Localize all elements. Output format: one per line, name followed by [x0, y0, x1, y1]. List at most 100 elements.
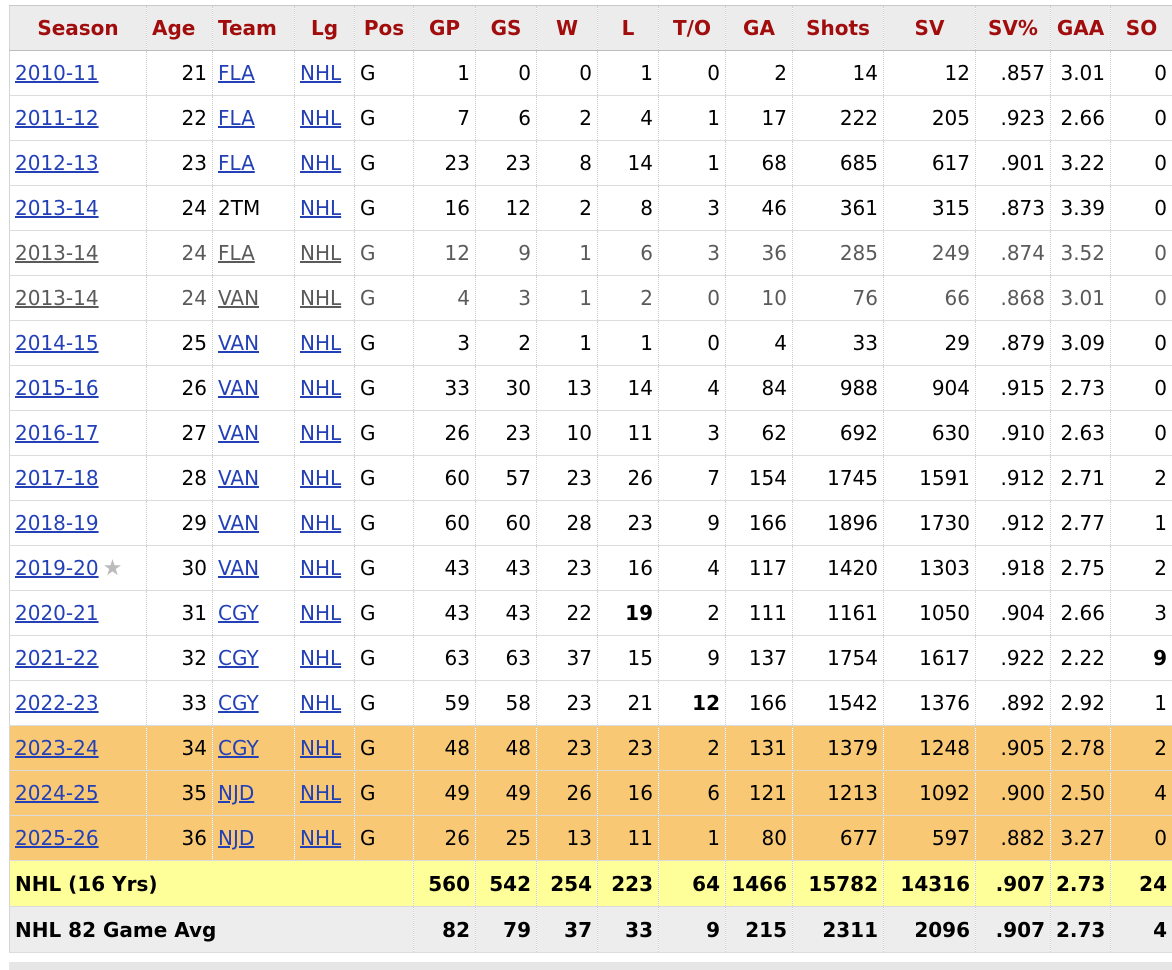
league-link[interactable]: NHL [300, 376, 342, 400]
team-link[interactable]: VAN [218, 556, 260, 580]
team-link[interactable]: CGY [218, 601, 259, 625]
team-cell: CGY [212, 680, 295, 726]
col-header-sv[interactable]: SV [883, 5, 976, 51]
col-header-team[interactable]: Team [212, 5, 295, 51]
league-link[interactable]: NHL [300, 241, 342, 265]
so-cell: 0 [1110, 320, 1172, 366]
team-link[interactable]: VAN [218, 331, 260, 355]
team-link[interactable]: NJD [218, 781, 255, 805]
team-cell: NJD [212, 815, 295, 861]
l-cell: 1 [597, 320, 659, 366]
team-link[interactable]: NJD [218, 826, 255, 850]
team-link[interactable]: VAN [218, 466, 260, 490]
col-header-shots[interactable]: Shots [792, 5, 884, 51]
so-cell: 0 [1110, 815, 1172, 861]
col-header-w[interactable]: W [536, 5, 598, 51]
col-header-lg[interactable]: Lg [294, 5, 355, 51]
season-link[interactable]: 2013-14 [15, 196, 99, 220]
season-link[interactable]: 2025-26 [15, 826, 99, 850]
table-row: 2011-12 22 FLA NHL G 7 6 2 4 1 17 222 205.923 2.66 0 [9, 95, 1172, 141]
team-link[interactable]: VAN [218, 421, 260, 445]
to-cell: 3 [658, 185, 726, 231]
team-link[interactable]: VAN [218, 286, 260, 310]
to-cell: 4 [658, 545, 726, 591]
season-link[interactable]: 2010-11 [15, 61, 99, 85]
position-cell: G [354, 500, 414, 546]
season-link[interactable]: 2023-24 [15, 736, 99, 760]
gaa-cell: 3.39 [1050, 185, 1111, 231]
league-link[interactable]: NHL [300, 736, 342, 760]
league-link[interactable]: NHL [300, 196, 342, 220]
season-link[interactable]: 2020-21 [15, 601, 99, 625]
team-link[interactable]: CGY [218, 691, 259, 715]
col-header-pos[interactable]: Pos [354, 5, 414, 51]
league-link[interactable]: NHL [300, 61, 342, 85]
season-link[interactable]: 2021-22 [15, 646, 99, 670]
col-header-gp[interactable]: GP [413, 5, 476, 51]
gaa-cell: 2.63 [1050, 410, 1111, 456]
league-link[interactable]: NHL [300, 556, 342, 580]
ga-cell: 131 [725, 725, 793, 771]
gp-cell: 49 [413, 770, 476, 816]
position-cell: G [354, 230, 414, 276]
team-cell: CGY [212, 725, 295, 771]
age-cell: 28 [146, 455, 213, 501]
col-header-age[interactable]: Age [146, 5, 213, 51]
team-link[interactable]: CGY [218, 646, 259, 670]
gs-cell: 9 [475, 230, 537, 276]
w-cell: 10 [536, 410, 598, 456]
team-link[interactable]: FLA [218, 241, 255, 265]
team-link[interactable]: FLA [218, 151, 255, 175]
gs-cell: 49 [475, 770, 537, 816]
col-header-ga[interactable]: GA [725, 5, 793, 51]
season-link[interactable]: 2013-14 [15, 286, 99, 310]
league-link[interactable]: NHL [300, 691, 342, 715]
shots-cell: 76 [792, 275, 884, 321]
league-link[interactable]: NHL [300, 466, 342, 490]
team-link[interactable]: VAN [218, 511, 260, 535]
table-row: 2016-17 27 VAN NHL G 26 23 10 11 3 62 692 630.910 2.6… [9, 410, 1172, 456]
league-link[interactable]: NHL [300, 331, 342, 355]
col-header-gaa[interactable]: GAA [1050, 5, 1111, 51]
league-link[interactable]: NHL [300, 286, 342, 310]
league-link[interactable]: NHL [300, 781, 342, 805]
season-link[interactable]: 2017-18 [15, 466, 99, 490]
team-link[interactable]: CGY [218, 736, 259, 760]
season-link[interactable]: 2022-23 [15, 691, 99, 715]
avg-shots: 2311 [792, 906, 884, 953]
col-header-season[interactable]: Season [9, 5, 147, 51]
table-row: 2020-21 31 CGY NHL G 43 43 22 19 2 111 1161 1050.904… [9, 590, 1172, 636]
league-link[interactable]: NHL [300, 826, 342, 850]
season-link[interactable]: 2011-12 [15, 106, 99, 130]
season-link[interactable]: 2012-13 [15, 151, 99, 175]
season-link[interactable]: 2013-14 [15, 241, 99, 265]
table-row: 2013-14 24 FLA NHL G 12 9 1 6 3 36 285 249.874 3.52 0 [9, 230, 1172, 276]
team-link[interactable]: FLA [218, 106, 255, 130]
season-rows: 2010-11 21 FLA NHL G 1 0 0 1 0 2 14 12.857 3.01 0 2011-… [9, 50, 1172, 861]
season-link[interactable]: 2015-16 [15, 376, 99, 400]
season-link[interactable]: 2024-25 [15, 781, 99, 805]
totals-so: 24 [1110, 860, 1172, 907]
col-header-to[interactable]: T/O [658, 5, 726, 51]
season-link[interactable]: 2014-15 [15, 331, 99, 355]
league-link[interactable]: NHL [300, 106, 342, 130]
league-link[interactable]: NHL [300, 646, 342, 670]
league-link[interactable]: NHL [300, 421, 342, 445]
col-header-svpct[interactable]: SV% [975, 5, 1051, 51]
col-header-so[interactable]: SO [1110, 5, 1172, 51]
league-link[interactable]: NHL [300, 601, 342, 625]
team-link[interactable]: VAN [218, 376, 260, 400]
season-link[interactable]: 2019-20 [15, 555, 99, 580]
team-link[interactable]: FLA [218, 61, 255, 85]
season-link[interactable]: 2018-19 [15, 511, 99, 535]
league-cell: NHL [294, 635, 355, 681]
sv-cell: 617 [883, 140, 976, 186]
league-link[interactable]: NHL [300, 151, 342, 175]
season-link[interactable]: 2016-17 [15, 421, 99, 445]
league-link[interactable]: NHL [300, 511, 342, 535]
col-header-l[interactable]: L [597, 5, 659, 51]
position-cell: G [354, 725, 414, 771]
ga-cell: 2 [725, 50, 793, 96]
team-cell: 2TM [212, 185, 295, 231]
col-header-gs[interactable]: GS [475, 5, 537, 51]
